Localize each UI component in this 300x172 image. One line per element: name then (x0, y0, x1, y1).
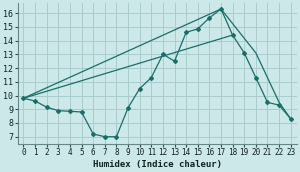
X-axis label: Humidex (Indice chaleur): Humidex (Indice chaleur) (93, 159, 222, 169)
